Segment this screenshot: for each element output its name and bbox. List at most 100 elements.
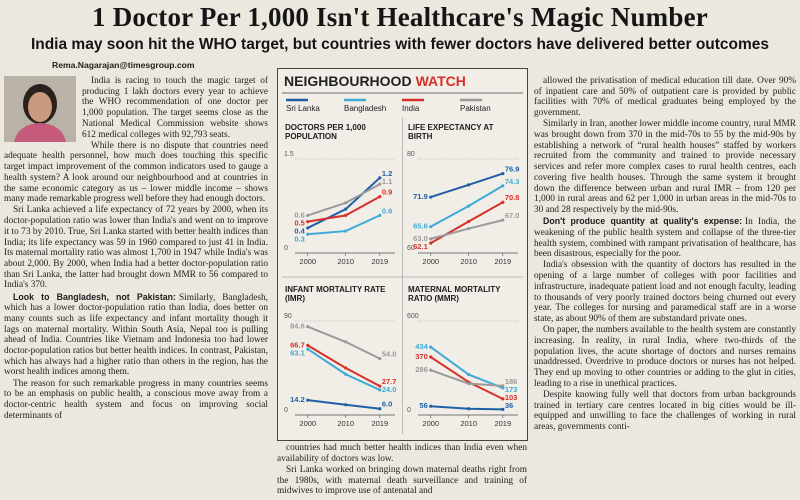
y-tick-label: 80	[407, 151, 415, 158]
paragraph: India's obsession with the quantity of d…	[534, 260, 796, 324]
series-line	[307, 344, 381, 387]
panel-title-part: WATCH	[416, 73, 466, 89]
series-line	[430, 172, 504, 199]
data-label: 173	[505, 385, 518, 394]
data-point	[344, 201, 348, 205]
data-label: 434	[415, 342, 428, 351]
x-tick-label: 2019	[371, 419, 388, 428]
data-label: 14.2	[290, 395, 305, 404]
legend-label: India	[402, 104, 420, 113]
data-point	[429, 368, 433, 372]
paragraph: Look to Bangladesh, not Pakistan: Similar…	[4, 292, 268, 379]
data-label: 0.3	[294, 234, 304, 243]
data-point	[306, 226, 310, 230]
paragraph: On paper, the numbers available to the h…	[534, 325, 796, 389]
x-tick-label: 2019	[371, 257, 388, 266]
data-point	[501, 407, 505, 411]
data-label: 76.9	[505, 165, 520, 174]
data-label: 370	[415, 352, 428, 361]
data-point	[429, 237, 433, 241]
data-point	[467, 226, 471, 231]
data-label: 74.3	[505, 177, 520, 186]
data-label: 24.0	[382, 385, 397, 394]
chart-title: INFANT MORTALITY RATE (IMR)	[285, 285, 386, 303]
paragraph-text: Similarly, Bangladesh, which has a lower…	[4, 292, 268, 378]
data-point	[467, 407, 471, 411]
data-point	[344, 207, 348, 211]
x-tick-label: 2010	[337, 257, 354, 266]
series-line	[307, 399, 380, 410]
data-point	[306, 398, 310, 402]
data-point	[501, 384, 505, 388]
paragraph-lead: Look to Bangladesh, not Pakistan:	[13, 291, 176, 302]
data-point	[344, 229, 348, 233]
panel-title: NEIGHBOURHOOD WATCH	[284, 73, 466, 89]
x-tick-label: 2010	[460, 257, 477, 266]
data-point	[306, 343, 310, 347]
paragraph: Sri Lanka worked on bringing down matern…	[277, 464, 527, 497]
paragraph: allowed the privatisation of medical edu…	[534, 76, 796, 119]
byline: Rema.Nagarajan@timesgroup.com	[52, 60, 195, 70]
data-point	[306, 325, 310, 329]
chart-panel: NEIGHBOURHOOD WATCH Sri Lanka Bangladesh In…	[277, 68, 528, 441]
data-point	[429, 195, 433, 199]
data-label: 286	[415, 365, 428, 374]
data-point	[467, 382, 471, 386]
data-point	[467, 204, 471, 208]
right-column: allowed the privatisation of medical edu…	[534, 76, 796, 500]
data-point	[429, 241, 433, 245]
data-point	[378, 357, 382, 361]
data-label: 0.9	[382, 188, 392, 197]
paragraph: Similarly in Iran, another lower middle …	[534, 119, 796, 215]
data-point	[501, 184, 505, 188]
data-label: 0.6	[382, 206, 392, 215]
paragraph: Despite knowing fully well that doctors …	[534, 389, 796, 432]
data-point	[429, 404, 433, 408]
data-label: 63.1	[290, 348, 305, 357]
data-point	[378, 176, 382, 180]
data-label: 1.1	[382, 177, 392, 186]
x-tick-label: 2000	[299, 419, 316, 428]
data-label: 70.8	[505, 193, 520, 202]
data-label: 0.4	[294, 226, 305, 235]
data-point	[306, 220, 310, 224]
data-point	[467, 372, 471, 377]
chart-title: MATERNAL MORTALITY RATIO (MMR)	[408, 285, 501, 303]
data-label: 6.0	[382, 400, 392, 409]
data-label: 186	[505, 377, 518, 386]
middle-column: countries had much better health indices…	[277, 443, 527, 500]
data-point	[501, 218, 505, 222]
data-point	[378, 407, 382, 411]
data-point	[378, 388, 382, 392]
series-line	[430, 356, 504, 400]
data-point	[344, 340, 348, 344]
x-tick-label: 2019	[494, 419, 511, 428]
data-point	[344, 366, 348, 370]
data-label: 27.7	[382, 377, 397, 386]
x-tick-label: 2019	[494, 257, 511, 266]
y-tick-label: 0	[284, 245, 288, 252]
legend-label: Pakistan	[460, 104, 491, 113]
data-label: 84.6	[290, 322, 305, 331]
x-tick-label: 2000	[422, 257, 439, 266]
paragraph-text: In India, the weakening of the public he…	[534, 217, 796, 260]
data-label: 0.6	[294, 210, 304, 219]
data-point	[344, 213, 348, 217]
paragraph: countries had much better health indices…	[277, 443, 527, 464]
data-label: 36	[505, 401, 513, 410]
data-label: 67.0	[505, 211, 520, 220]
x-tick-label: 2000	[299, 257, 316, 266]
y-tick-label: 90	[284, 313, 292, 320]
data-label: 71.9	[413, 192, 428, 201]
data-point	[306, 347, 310, 351]
series-line	[307, 325, 381, 360]
x-tick-label: 2010	[460, 419, 477, 428]
paragraph: India is racing to touch the magic targe…	[82, 76, 268, 140]
data-point	[501, 171, 505, 176]
data-point	[306, 213, 310, 217]
paragraph: Sri Lanka achieved a life expectancy of …	[4, 205, 268, 291]
data-label: 54.0	[382, 350, 397, 359]
series-line	[307, 348, 381, 391]
legend-label: Bangladesh	[344, 104, 386, 113]
